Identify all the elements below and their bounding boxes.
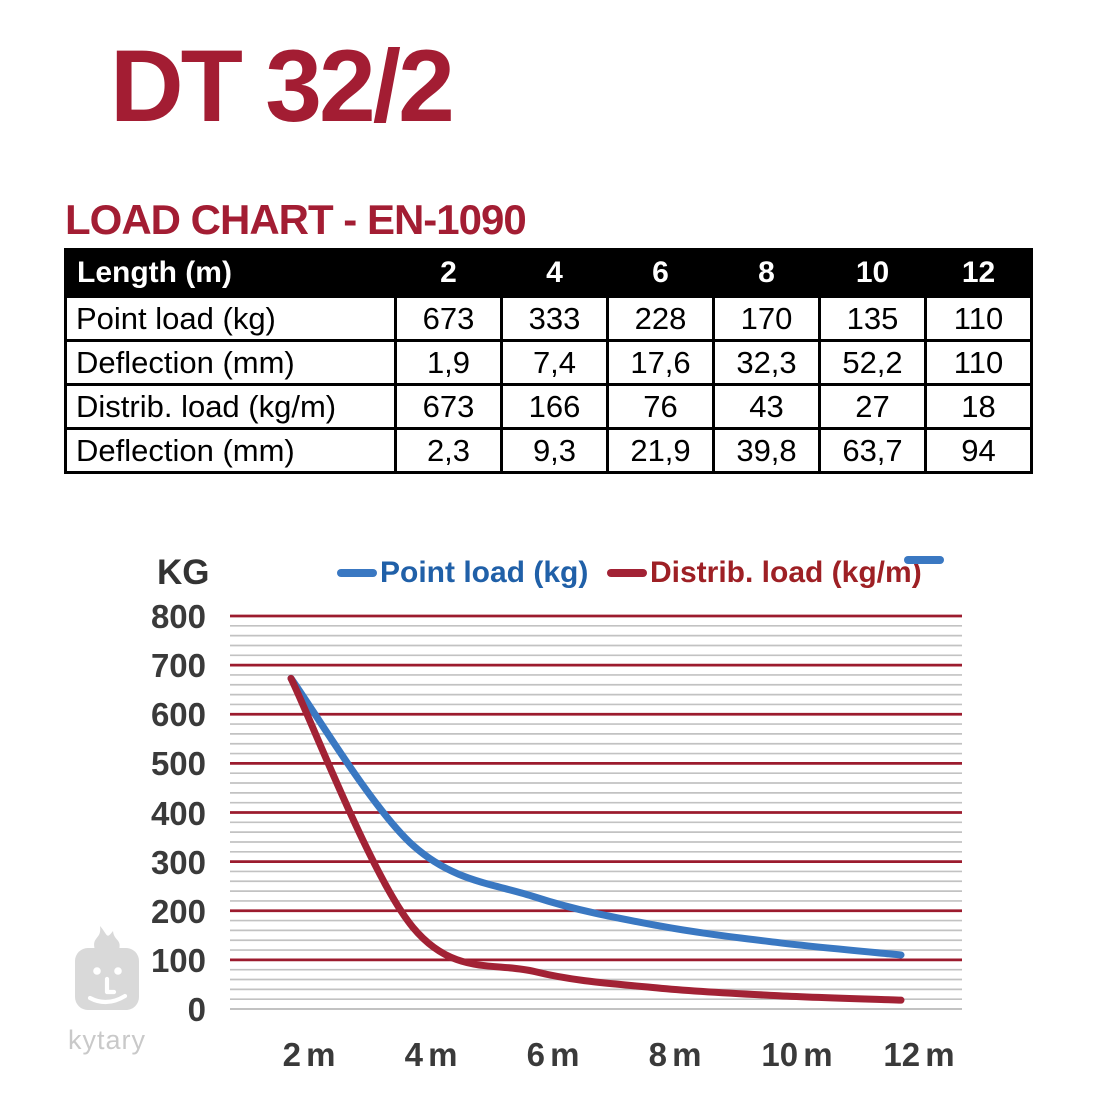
- table-cell: 166: [500, 383, 609, 430]
- series-line-distrib-load: [287, 674, 905, 1004]
- table-cell: 76: [606, 383, 715, 430]
- table-cell: 333: [500, 295, 609, 342]
- legend-item-extra: [904, 556, 944, 564]
- table-cell: 673: [394, 295, 503, 342]
- row-label: Point load (kg): [64, 295, 397, 342]
- table-header-col: 12: [924, 248, 1033, 298]
- table-header-col: 8: [712, 248, 821, 298]
- kytary-logo-icon: [75, 926, 139, 1010]
- table-header: Length (m) 2 4 6 8 10 12: [64, 248, 1033, 298]
- y-tick-label: 600: [150, 696, 206, 734]
- table-row: Point load (kg) 673 333 228 170 135 110: [64, 295, 1033, 342]
- y-tick-label: 700: [150, 647, 206, 685]
- point-load-legend-label: Point load (kg): [380, 556, 589, 589]
- table-cell: 673: [394, 383, 503, 430]
- watermark: kytary: [52, 922, 162, 1056]
- x-tick-label: 2 m: [282, 1036, 336, 1073]
- x-tick-label: 10 m: [761, 1036, 833, 1073]
- y-tick-label: 200: [150, 892, 206, 930]
- x-tick-label: 6 m: [526, 1036, 580, 1073]
- y-tick-label: 0: [187, 991, 206, 1028]
- distrib-load-legend-label: Distrib. load (kg/m): [650, 556, 922, 589]
- table-header-label: Length (m): [64, 248, 397, 298]
- product-title: DT 32/2: [110, 29, 455, 143]
- table-row: Deflection (mm) 1,9 7,4 17,6 32,3 52,2 110: [64, 339, 1033, 386]
- y-tick-label: 400: [150, 794, 206, 832]
- table-header-row: Length (m) 2 4 6 8 10 12: [64, 248, 1033, 298]
- table-cell: 110: [924, 295, 1033, 342]
- legend-item-distrib-load: Distrib. load (kg/m): [607, 556, 922, 590]
- x-tick-label: 8 m: [648, 1036, 702, 1073]
- table-cell: 21,9: [606, 427, 715, 474]
- series-line-point-load: [287, 674, 905, 959]
- row-label: Distrib. load (kg/m): [64, 383, 397, 430]
- x-tick-label: 4 m: [404, 1036, 458, 1073]
- y-tick-label: 100: [150, 941, 206, 979]
- y-tick-label: 500: [150, 745, 206, 783]
- x-tick-label: 12 m: [883, 1036, 955, 1073]
- table-cell: 43: [712, 383, 821, 430]
- table-cell: 17,6: [606, 339, 715, 386]
- table-cell: 2,3: [394, 427, 503, 474]
- table-row: Distrib. load (kg/m) 673 166 76 43 27 18: [64, 383, 1033, 430]
- distrib-load-legend-dash-icon: [607, 569, 647, 577]
- legend-item-point-load: Point load (kg): [337, 556, 588, 590]
- y-axis-unit-label: KG: [157, 553, 210, 592]
- section-heading: LOAD CHART - EN-1090: [65, 196, 527, 243]
- table-body: Point load (kg) 673 333 228 170 135 110 Deflect…: [64, 295, 1033, 474]
- table-cell: 27: [818, 383, 927, 430]
- y-tick-label: 300: [150, 843, 206, 881]
- table-header-col: 10: [818, 248, 927, 298]
- table-cell: 228: [606, 295, 715, 342]
- row-label: Deflection (mm): [64, 339, 397, 386]
- table-cell: 9,3: [500, 427, 609, 474]
- y-tick-label: 800: [150, 598, 206, 635]
- table-header-col: 2: [394, 248, 503, 298]
- table-cell: 32,3: [712, 339, 821, 386]
- table-cell: 110: [924, 339, 1033, 386]
- table-header-col: 6: [606, 248, 715, 298]
- watermark-text: kytary: [67, 1025, 146, 1055]
- table-cell: 7,4: [500, 339, 609, 386]
- table-header-col: 4: [500, 248, 609, 298]
- row-label: Deflection (mm): [64, 427, 397, 474]
- table-cell: 1,9: [394, 339, 503, 386]
- table-cell: 170: [712, 295, 821, 342]
- table-cell: 63,7: [818, 427, 927, 474]
- table-cell: 39,8: [712, 427, 821, 474]
- load-table: Length (m) 2 4 6 8 10 12 Point load (kg) 673 333…: [64, 248, 1033, 474]
- table-row: Deflection (mm) 2,3 9,3 21,9 39,8 63,7 94: [64, 427, 1033, 474]
- table-cell: 94: [924, 427, 1033, 474]
- table-cell: 18: [924, 383, 1033, 430]
- point-load-legend-dash-icon: [337, 569, 377, 577]
- table-cell: 52,2: [818, 339, 927, 386]
- table-cell: 135: [818, 295, 927, 342]
- extra-legend-dash-icon: [904, 556, 944, 564]
